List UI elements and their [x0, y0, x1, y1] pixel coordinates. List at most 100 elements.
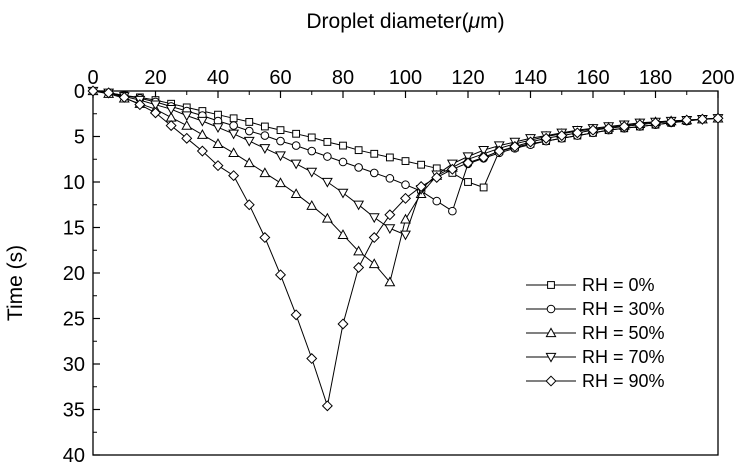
data-point [275, 177, 286, 188]
data-point [400, 213, 411, 224]
data-point [524, 136, 537, 148]
data-point [479, 183, 488, 192]
data-point [478, 145, 490, 156]
y-tick-label: 40 [63, 445, 85, 463]
data-point [400, 230, 411, 241]
data-point [307, 146, 317, 156]
data-point [243, 157, 255, 168]
x-axis: 0 20 40 60 80 100 120 140 160 180 200 [87, 67, 735, 98]
data-point [306, 167, 318, 178]
legend-item: RH = 30% [526, 299, 665, 319]
data-point [384, 224, 396, 235]
x-tick-label: 180 [639, 67, 672, 89]
data-point [290, 309, 302, 321]
data-point [587, 124, 599, 136]
data-point [571, 127, 583, 139]
data-point [417, 160, 426, 169]
data-point [118, 91, 130, 103]
data-point [212, 160, 224, 172]
legend-marker [547, 281, 555, 289]
data-point [307, 133, 316, 142]
y-tick-label: 10 [63, 172, 85, 194]
data-point [385, 174, 395, 183]
data-point [291, 141, 301, 150]
data-point [292, 129, 301, 138]
legend-item: RH = 70% [526, 347, 665, 367]
data-point [540, 132, 552, 144]
data-point [385, 153, 394, 162]
data-point [478, 151, 490, 163]
data-point [181, 132, 193, 144]
x-tick-label: 0 [87, 67, 98, 89]
data-point [384, 209, 396, 221]
x-tick-label: 20 [144, 67, 166, 89]
data-point [260, 131, 270, 140]
legend-item: RH = 0% [526, 275, 655, 295]
data-point [212, 123, 224, 134]
data-point [243, 136, 255, 147]
legend-label: RH = 30% [582, 299, 665, 319]
x-tick-label: 100 [389, 67, 422, 89]
data-point [259, 232, 271, 244]
data-point [696, 113, 708, 125]
legend-label: RH = 90% [582, 371, 665, 391]
data-point [196, 129, 208, 139]
plot-border [92, 90, 719, 456]
data-point [368, 213, 380, 224]
data-point [603, 122, 615, 134]
data-point [103, 87, 115, 99]
data-point [306, 353, 318, 365]
data-point [321, 400, 333, 412]
data-point [244, 126, 254, 136]
data-point [259, 144, 271, 154]
y-axis: 0 5 10 15 20 25 30 35 40 [63, 81, 100, 463]
data-point [290, 188, 302, 199]
legend-label: RH = 50% [582, 323, 665, 343]
data-point [196, 145, 208, 157]
data-point [618, 120, 630, 132]
legend-item: RH = 50% [526, 323, 665, 343]
data-point [150, 100, 161, 111]
data-point [87, 85, 99, 97]
data-point [401, 180, 410, 190]
data-point [181, 119, 193, 130]
data-point [464, 178, 472, 186]
y-tick-label: 0 [74, 81, 85, 103]
x-axis-title: Droplet diameter(μm) [306, 10, 504, 33]
legend-label: RH = 0% [582, 275, 655, 295]
data-point [448, 206, 457, 216]
x-tick-label: 120 [451, 67, 484, 89]
data-point [228, 129, 240, 140]
data-point [634, 119, 646, 131]
y-tick-label: 35 [63, 400, 85, 422]
data-point [384, 276, 396, 287]
legend-marker [545, 375, 557, 387]
data-point [149, 107, 162, 119]
legend-marker [546, 304, 556, 314]
y-tick-label: 5 [74, 127, 85, 149]
data-point [259, 167, 271, 178]
data-point [368, 258, 380, 269]
legend: RH = 0% RH = 30% RH = 50% RH = 70% RH = 90% [526, 275, 665, 391]
data-point [321, 212, 333, 223]
data-point [276, 126, 285, 135]
data-point [229, 121, 238, 130]
data-point [290, 159, 302, 170]
series-layer [87, 85, 724, 412]
legend-item: RH = 90% [526, 371, 665, 391]
y-tick-label: 20 [63, 263, 85, 285]
data-point [353, 245, 365, 256]
data-point [401, 157, 410, 165]
data-point [462, 157, 474, 169]
data-point [509, 141, 521, 153]
y-tick-label: 15 [63, 218, 85, 240]
x-tick-label: 60 [269, 67, 291, 89]
x-tick-label: 160 [576, 67, 609, 89]
data-point [228, 170, 240, 182]
data-point [337, 188, 349, 199]
data-point [196, 116, 208, 127]
y-tick-label: 25 [63, 309, 85, 331]
legend-label: RH = 70% [582, 347, 665, 367]
x-tick-label: 80 [332, 67, 354, 89]
data-point [368, 232, 380, 244]
